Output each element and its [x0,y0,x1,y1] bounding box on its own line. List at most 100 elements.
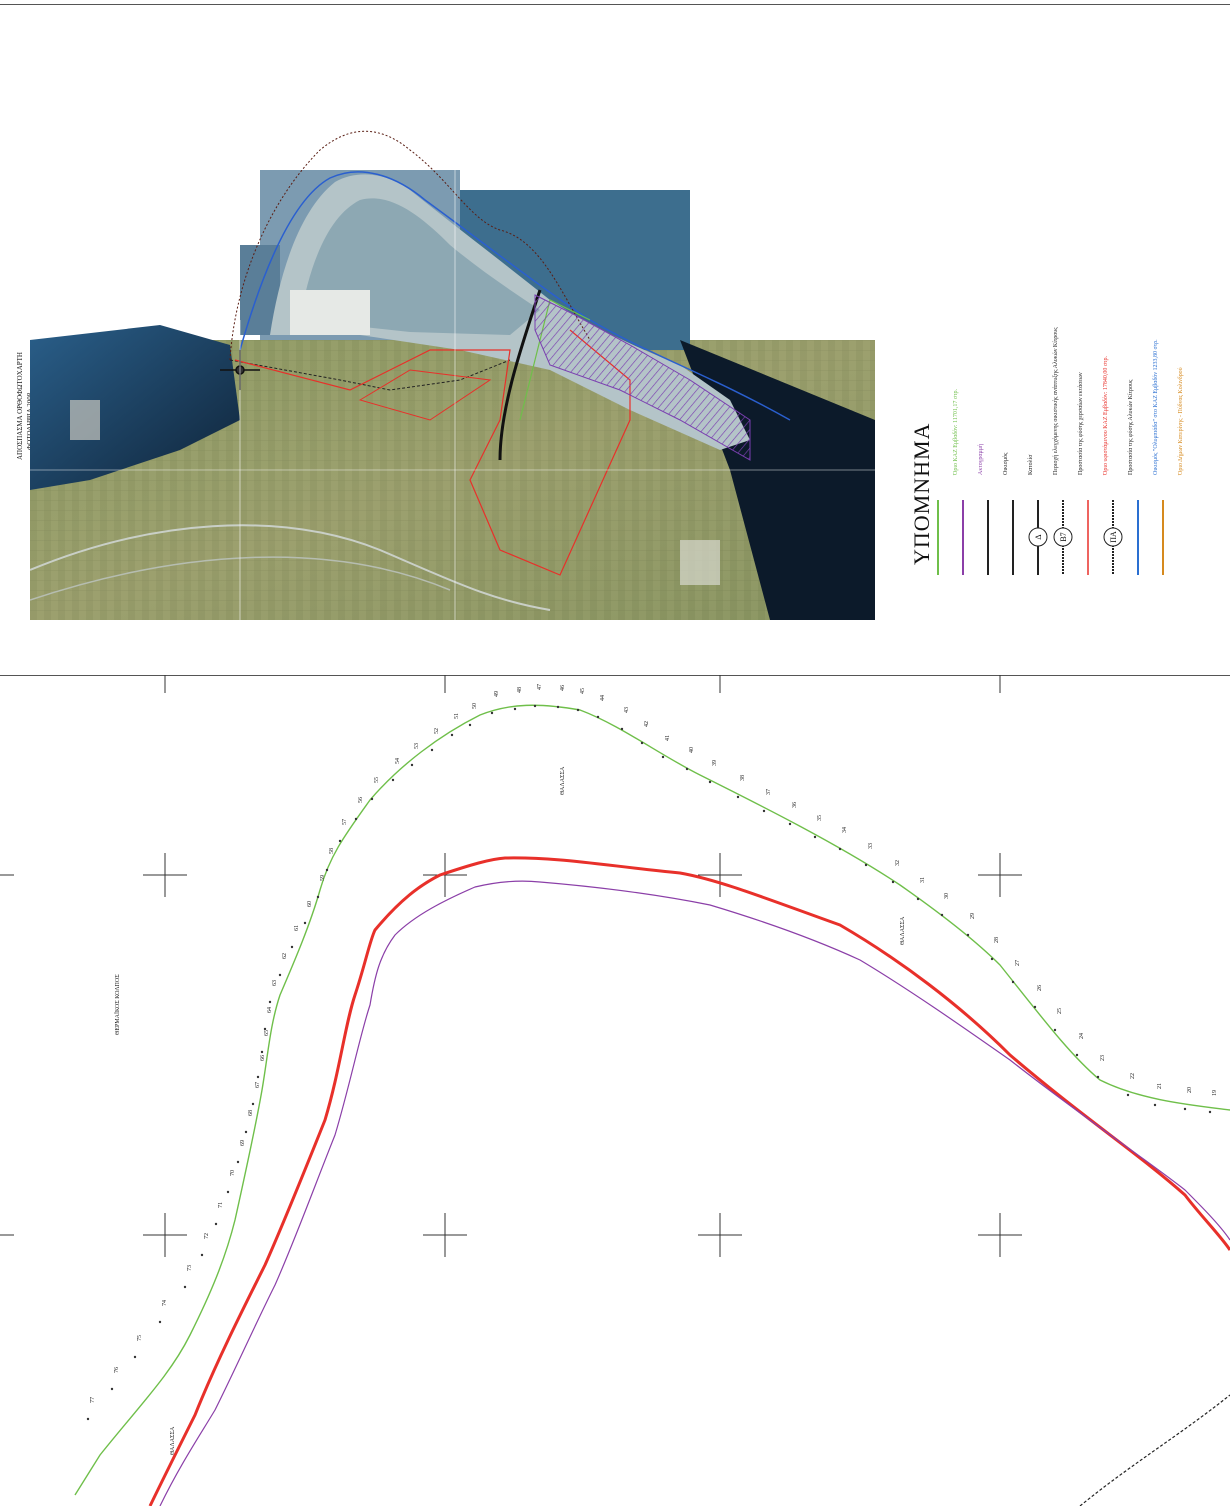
vertex-number: 45 [580,688,586,694]
vertex-number: 65 [264,1030,270,1036]
boundary-vertex [110,1387,114,1391]
boundary-vertex [596,715,600,719]
vertex-number: 63 [272,980,278,986]
boundary-vertex [685,767,689,771]
vertex-number: 29 [970,913,976,919]
boundary-vertex [268,1000,272,1004]
boundary-vertex [864,863,868,867]
vertex-number: 19 [1212,1090,1218,1096]
vertex-number: 34 [842,827,848,833]
boundary-vertex [354,817,358,821]
boundary-vertex [490,711,494,715]
sea-label: ΘΑΛΑΣΣΑ [560,766,566,795]
boundary-vertex [813,835,817,839]
boundary-vertex [338,839,342,843]
vertex-number: 22 [1130,1073,1136,1079]
vertex-number: 33 [868,843,874,849]
boundary-vertex [290,945,294,949]
legend-label: Περιοχή ελεγχόμενης οικιστικής ανάπτυξης… [1053,327,1059,475]
boundary-vertex [556,705,560,709]
legend-label: Οικισμός [1003,452,1009,475]
boundary-vertex [576,708,580,712]
vertex-number: 26 [1037,985,1043,991]
boundary-vertex [278,973,282,977]
vertex-number: 25 [1057,1008,1063,1014]
boundary-vertex [316,895,320,899]
boundary-plan [0,675,1230,1506]
legend-label: Κατολίσ [1028,454,1034,475]
vertex-number: 69 [240,1140,246,1146]
vertex-number: 66 [260,1055,266,1061]
vertex-number: 23 [1100,1055,1106,1061]
vertex-number: 40 [689,747,695,753]
sea-label: ΘΑΛΑΣΣΑ [900,916,906,945]
aerial-caption-line1: ΑΠΟΣΠΑΣΜΑ ΟΡΘΟΦΩΤΟΧΑΡΤΗ [16,352,24,460]
legend-label: Προστασία της φύσης χερσαίων εκτάσεων [1078,372,1084,475]
boundary-vertex [891,880,895,884]
boundary-vertex [838,847,842,851]
vertex-number: 38 [740,775,746,781]
gulf-label: ΘΕΡΜΑΪΚΟΣ ΚΟΛΠΟΣ [115,974,121,1035]
legend-symbol-circle [1028,527,1048,547]
legend-label: Ακτογραμμή [978,443,984,475]
kaz-boundary-line [74,704,1230,1496]
boundary-vertex [236,1160,240,1164]
top-frame-line [0,4,1230,5]
vertex-number: 37 [766,789,772,795]
vertex-number: 48 [517,687,523,693]
boundary-vertex [158,1320,162,1324]
boundary-vertex [430,748,434,752]
middle-frame-line [0,675,1230,676]
legend-symbol: ΠΑ [1109,531,1118,543]
legend-label: Οικισμός "Ολυμπιάδα" στο ΚΑΖ Εμβαδόν 123… [1153,339,1159,475]
boundary-vertex [640,741,644,745]
existing-boundary-line [148,856,1230,1506]
boundary-vertex [788,822,792,826]
legend-label: Προστασία της φύσης Αλυκών Κίτρους [1128,379,1134,475]
vertex-number: 64 [267,1007,273,1013]
boundary-vertex [1033,1005,1037,1009]
boundary-vertex [1011,980,1015,984]
boundary-vertex [1208,1110,1212,1114]
aerial-orthophoto [30,130,875,620]
vertex-number: 20 [1187,1087,1193,1093]
vertex-number: 55 [374,777,380,783]
vertex-number: 60 [307,901,313,907]
legend-symbols: Δ Β7 ΠΑ [937,500,1164,575]
railway-line [1079,1394,1230,1506]
legend-label: Όριο υφιστάμενου ΚΑΖ Εμβαδόν: 17840,00 σ… [1103,356,1109,475]
vertex-number: 49 [494,691,500,697]
vertex-number: 75 [137,1335,143,1341]
vertex-number: 35 [817,815,823,821]
vertex-number: 54 [395,758,401,764]
boundary-vertex [1075,1053,1079,1057]
boundary-vertex [1153,1103,1157,1107]
vertex-number: 21 [1157,1083,1163,1089]
vertex-number: 76 [114,1367,120,1373]
vertex-number: 42 [644,721,650,727]
boundary-vertex [325,868,329,872]
boundary-vertex [86,1417,90,1421]
boundary-vertex [391,778,395,782]
boundary-vertex [1183,1107,1187,1111]
boundary-vertex [620,727,624,731]
vertex-number: 30 [944,893,950,899]
vertex-number: 53 [414,743,420,749]
boundary-vertex [370,797,374,801]
boundary-vertex [513,707,517,711]
boundary-vertex [200,1253,204,1257]
boundary-vertex [736,795,740,799]
boundary-vertex [251,1102,255,1106]
vertex-number: 57 [342,819,348,825]
legend-symbol: Β7 [1059,532,1068,541]
coastline-line [159,880,1230,1506]
boundary-vertex [256,1075,260,1079]
boundary-vertex [410,763,414,767]
legend-label: Όριο ΚΑΖ Εμβαδόν: 11701,17 στρ. [953,389,959,475]
sea-label: ΘΑΛΑΣΣΑ [170,1426,176,1455]
boundary-vertex [133,1355,137,1359]
vertex-number: 46 [560,685,566,691]
boundary-vertex [1126,1093,1130,1097]
vertex-number: 56 [358,797,364,803]
boundary-vertex [263,1027,267,1031]
